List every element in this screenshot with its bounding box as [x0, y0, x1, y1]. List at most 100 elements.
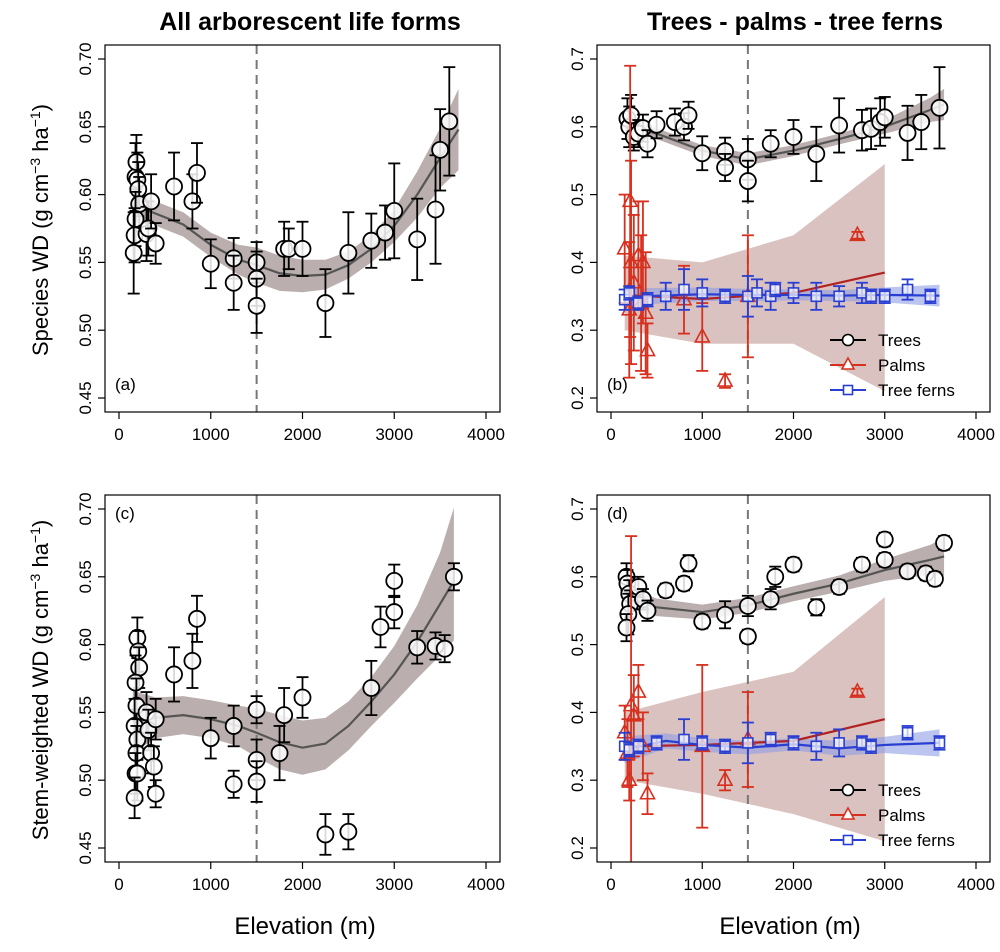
marker-triangle: [616, 239, 634, 255]
y-tick-label: 0.5: [568, 183, 587, 207]
marker-circle: [926, 569, 944, 588]
y-label-top-sup1: −3: [27, 158, 43, 174]
marker-circle: [371, 618, 390, 636]
data-point-trees: [853, 555, 871, 574]
data-point-all: [247, 277, 266, 334]
plot-area: [125, 495, 463, 862]
x-tick-label: 4000: [467, 875, 505, 894]
x-tick-label: 3000: [375, 875, 413, 894]
column-title-left: All arborescent life forms: [159, 8, 460, 36]
marker-circle: [188, 164, 206, 182]
data-point-palms: [622, 159, 640, 366]
data-point-trees: [926, 569, 944, 588]
marker-circle: [638, 134, 657, 153]
marker-circle: [716, 158, 734, 177]
x-tick-label: 1000: [192, 425, 230, 444]
marker-circle: [293, 688, 312, 707]
marker-circle: [930, 98, 949, 117]
y-tick-label: 0.4: [568, 251, 587, 275]
confidence-band-trees: [624, 537, 945, 620]
legend-label: Trees: [878, 331, 921, 350]
marker-circle: [426, 200, 445, 219]
data-point-all: [339, 813, 358, 851]
marker-square: [810, 290, 823, 303]
data-point-trees: [738, 627, 757, 646]
marker-circle: [183, 651, 202, 670]
data-point-tree-ferns: [787, 735, 800, 751]
marker-circle: [247, 700, 266, 719]
legend-item-palms: Palms: [830, 806, 925, 825]
y-tick-label: 0.4: [568, 701, 587, 725]
data-point-all: [362, 212, 381, 269]
data-point-tree-ferns: [878, 288, 891, 304]
data-point-palms: [630, 664, 647, 721]
data-point-all: [165, 151, 183, 222]
marker-square: [833, 737, 845, 749]
data-point-all: [142, 173, 161, 230]
plot-area: [616, 495, 953, 862]
marker-circle: [875, 108, 894, 127]
marker-circle: [129, 180, 148, 199]
data-point-tree-ferns: [623, 285, 636, 301]
legend-marker-triangle: [840, 356, 856, 370]
data-point-all: [385, 563, 404, 599]
data-point-tree-ferns: [865, 288, 878, 304]
marker-circle: [247, 772, 266, 791]
data-point-tree-ferns: [764, 731, 777, 748]
data-point-all: [293, 676, 312, 719]
data-point-palms: [620, 758, 638, 802]
data-point-palms: [849, 682, 866, 698]
data-point-tree-ferns: [719, 738, 732, 754]
marker-circle: [339, 822, 358, 841]
marker-circle: [761, 590, 780, 609]
marker-square: [678, 733, 690, 746]
marker-square: [865, 740, 877, 753]
y-axis-label-top: Species WD (g cm−3 ha−1): [27, 104, 53, 356]
panel-label: (b): [607, 375, 628, 394]
marker-circle: [316, 294, 335, 312]
data-point-tree-ferns: [641, 292, 654, 308]
legend-marker-triangle: [840, 806, 856, 820]
marker-circle: [675, 574, 693, 593]
marker-circle: [435, 639, 454, 658]
marker-circle: [716, 605, 734, 624]
x-tick-label: 4000: [957, 875, 995, 894]
legend-marker-square: [842, 384, 854, 396]
marker-circle: [362, 679, 381, 697]
marker-circle: [408, 638, 427, 657]
y-label-bottom-prefix: Stem-weighted WD (g cm: [28, 590, 53, 841]
marker-circle: [761, 134, 780, 153]
marker-triangle: [637, 303, 655, 320]
data-point-trees: [638, 129, 657, 159]
marker-circle: [385, 201, 404, 220]
panel-b: 0 1000 2000 3000 4000 0.2 0.3 0.4 0.5 0.6 0.7 (b) Tr…: [568, 44, 995, 444]
data-point-tree-ferns: [741, 721, 754, 765]
data-point-trees: [807, 125, 826, 182]
marker-circle: [146, 234, 165, 253]
data-point-all: [146, 779, 165, 809]
x-tick-label: 3000: [866, 875, 904, 894]
panel-label: (a): [115, 375, 136, 394]
data-point-all: [435, 634, 454, 664]
marker-triangle: [716, 770, 734, 787]
marker-circle: [385, 571, 404, 590]
marker-circle: [183, 192, 202, 211]
data-point-trees: [675, 574, 693, 593]
marker-circle: [188, 609, 206, 628]
data-point-all: [146, 697, 165, 741]
y-tick-label: 0.2: [568, 386, 587, 410]
data-point-all: [431, 108, 450, 192]
data-point-tree-ferns: [751, 278, 763, 308]
marker-circle: [275, 706, 294, 725]
legend-label: Palms: [878, 806, 925, 825]
marker-square: [650, 737, 663, 749]
data-point-tree-ferns: [650, 735, 663, 751]
marker-triangle: [849, 682, 866, 698]
marker-circle: [130, 658, 149, 677]
marker-circle: [362, 231, 381, 250]
data-point-tree-ferns: [696, 735, 709, 751]
marker-circle: [201, 729, 220, 748]
data-point-all: [188, 594, 206, 643]
data-point-all: [125, 776, 144, 820]
data-point-trees: [784, 555, 803, 574]
